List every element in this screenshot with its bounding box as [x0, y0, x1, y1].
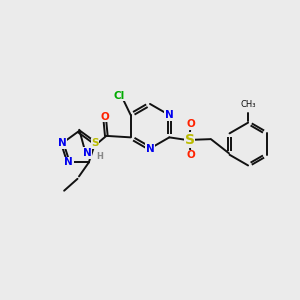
Text: O: O [100, 112, 109, 122]
Text: N: N [82, 148, 91, 158]
Text: H: H [96, 152, 103, 161]
Text: N: N [165, 110, 174, 120]
Text: O: O [186, 119, 195, 129]
Text: N: N [58, 138, 67, 148]
Text: CH₃: CH₃ [240, 100, 256, 109]
Text: S: S [184, 133, 194, 147]
Text: Cl: Cl [114, 91, 125, 101]
Text: S: S [91, 138, 99, 148]
Text: O: O [186, 150, 195, 160]
Text: N: N [64, 158, 73, 167]
Text: N: N [146, 143, 154, 154]
